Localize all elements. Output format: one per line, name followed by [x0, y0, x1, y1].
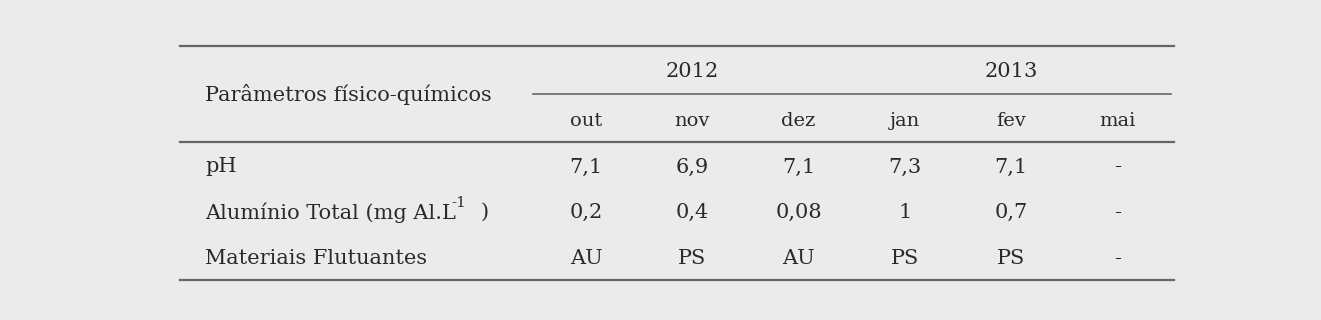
Text: 2012: 2012	[666, 62, 719, 81]
Text: 0,4: 0,4	[676, 203, 709, 222]
Text: 0,7: 0,7	[995, 203, 1028, 222]
Text: 0,2: 0,2	[569, 203, 602, 222]
Text: 0,08: 0,08	[775, 203, 822, 222]
Text: Parâmetros físico-químicos: Parâmetros físico-químicos	[205, 84, 491, 106]
Text: 7,1: 7,1	[995, 157, 1028, 176]
Text: PS: PS	[678, 249, 707, 268]
Text: out: out	[571, 112, 602, 130]
Text: 6,9: 6,9	[676, 157, 709, 176]
Text: -: -	[1114, 203, 1122, 222]
Text: AU: AU	[569, 249, 602, 268]
Text: ): )	[480, 203, 489, 222]
Text: -: -	[1114, 249, 1122, 268]
Text: 7,1: 7,1	[569, 157, 602, 176]
Text: nov: nov	[675, 112, 711, 130]
Text: -1: -1	[450, 196, 466, 210]
Text: AU: AU	[782, 249, 815, 268]
Text: 7,3: 7,3	[888, 157, 922, 176]
Text: PS: PS	[890, 249, 919, 268]
Text: 7,1: 7,1	[782, 157, 815, 176]
Text: jan: jan	[890, 112, 919, 130]
Text: fev: fev	[996, 112, 1026, 130]
Text: dez: dez	[782, 112, 816, 130]
Text: -: -	[1114, 157, 1122, 176]
Text: 1: 1	[898, 203, 911, 222]
Text: Alumínio Total (mg Al.L: Alumínio Total (mg Al.L	[205, 202, 456, 223]
Text: mai: mai	[1099, 112, 1136, 130]
Text: pH: pH	[205, 157, 236, 176]
Text: PS: PS	[997, 249, 1025, 268]
Text: Materiais Flutuantes: Materiais Flutuantes	[205, 249, 427, 268]
Text: 2013: 2013	[984, 62, 1038, 81]
